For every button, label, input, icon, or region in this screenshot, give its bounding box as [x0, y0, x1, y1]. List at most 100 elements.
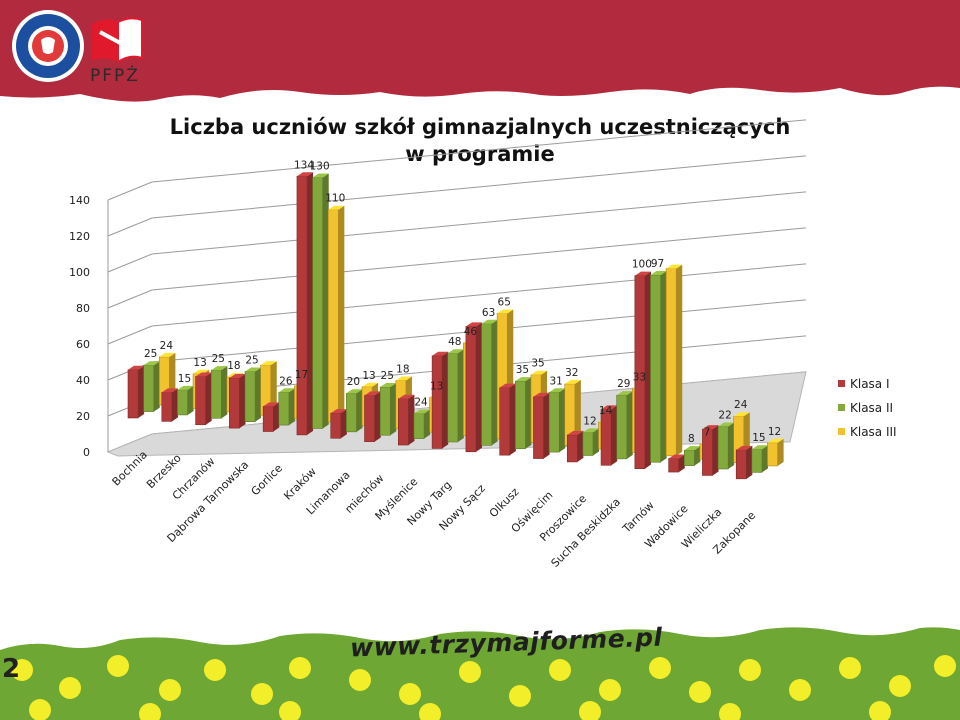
- bar-front: [668, 458, 680, 473]
- footer-band: [0, 627, 960, 720]
- bar-front: [143, 364, 155, 412]
- bar-side: [408, 394, 415, 446]
- bar-front: [330, 412, 342, 439]
- data-label: 32: [565, 367, 578, 379]
- legend-swatch: [838, 404, 845, 411]
- footer-dot: [459, 661, 481, 683]
- data-label: 26: [279, 375, 293, 387]
- footer-dot: [869, 701, 891, 720]
- category-label: Olkusz: [487, 485, 522, 520]
- footer-dot: [349, 669, 371, 691]
- data-label: 97: [651, 258, 664, 270]
- bar-side: [457, 349, 464, 442]
- bar: [702, 425, 719, 476]
- data-label: 134: [294, 159, 314, 171]
- footer-dot: [419, 703, 441, 720]
- bar: [566, 430, 584, 463]
- bar-front: [582, 432, 594, 456]
- data-label: 8: [688, 433, 695, 445]
- bar-top: [432, 351, 449, 356]
- bar-side: [777, 438, 784, 466]
- pfpz-logo-text: PFPŻ: [90, 66, 140, 86]
- bar-side: [255, 367, 262, 422]
- bar-front: [650, 274, 661, 463]
- y-tick-label: 40: [76, 374, 90, 387]
- data-label: 48: [448, 336, 461, 348]
- bar-top: [736, 445, 753, 450]
- bar-front: [262, 406, 274, 432]
- bar-top: [718, 422, 735, 427]
- bar-side: [543, 392, 550, 459]
- footer-dot: [579, 701, 601, 720]
- bar: [751, 445, 768, 473]
- footer-dot: [399, 683, 421, 705]
- y-tick-label: 60: [76, 338, 90, 351]
- data-label: 22: [718, 410, 731, 422]
- bar-top: [767, 438, 784, 443]
- bar-side: [574, 379, 581, 446]
- bar-front: [767, 442, 778, 467]
- bar-front: [312, 177, 324, 429]
- bar-side: [153, 361, 160, 412]
- category-label: Gorlice: [249, 461, 286, 498]
- footer-dot: [789, 679, 811, 701]
- bar-top: [650, 271, 667, 276]
- grid-side-line: [107, 253, 153, 273]
- bar-top: [515, 377, 532, 382]
- bar-front: [735, 449, 747, 480]
- bar-front: [431, 355, 443, 449]
- y-tick-label: 0: [83, 446, 90, 459]
- data-label: 13: [430, 380, 443, 392]
- page-number: 2: [2, 654, 21, 684]
- bar-top: [159, 352, 176, 357]
- bar-front: [717, 426, 729, 470]
- bar: [564, 379, 581, 446]
- bar-top: [193, 369, 210, 374]
- bar-front: [665, 268, 677, 457]
- bar: [262, 402, 280, 432]
- bar: [717, 422, 735, 470]
- header-red-shape: [0, 0, 960, 102]
- bar-side: [270, 361, 277, 416]
- bar-side: [660, 271, 667, 463]
- footer-dot: [59, 677, 81, 699]
- bar-side: [171, 388, 178, 422]
- bar-front: [600, 409, 612, 466]
- data-label: 15: [752, 432, 765, 444]
- data-label: 110: [325, 193, 345, 205]
- grid-side-line: [107, 181, 153, 201]
- bar: [499, 383, 516, 456]
- data-label: 24: [160, 340, 174, 352]
- bar-top: [530, 370, 548, 375]
- bar-front: [683, 449, 695, 466]
- bar: [364, 391, 381, 442]
- bar: [515, 377, 532, 450]
- bar-side: [338, 205, 345, 423]
- bar-top: [413, 409, 431, 414]
- data-label: 25: [212, 353, 225, 365]
- gridline: [151, 155, 807, 219]
- bar-top: [616, 391, 633, 396]
- data-label: 12: [583, 415, 596, 427]
- bar-top: [328, 205, 345, 210]
- grid-side-line: [107, 325, 153, 345]
- footer-dot: [139, 703, 161, 720]
- bar-front: [364, 395, 375, 442]
- bar-top: [634, 271, 651, 276]
- footer-dot: [549, 659, 571, 681]
- gridline: [151, 119, 807, 183]
- data-label: 63: [482, 307, 495, 319]
- bar-top: [684, 446, 701, 451]
- bar-top: [161, 388, 178, 393]
- footer-dot: [509, 685, 531, 707]
- bar-front: [515, 380, 526, 450]
- pis-logo: [12, 10, 84, 82]
- bar-side: [239, 373, 246, 429]
- bar-side: [273, 402, 280, 432]
- bar-front: [177, 389, 188, 416]
- y-tick-label: 80: [76, 302, 90, 315]
- bar-side: [728, 422, 735, 470]
- data-label: 14: [599, 405, 613, 417]
- header-band: [0, 0, 960, 102]
- bar-side: [187, 385, 194, 415]
